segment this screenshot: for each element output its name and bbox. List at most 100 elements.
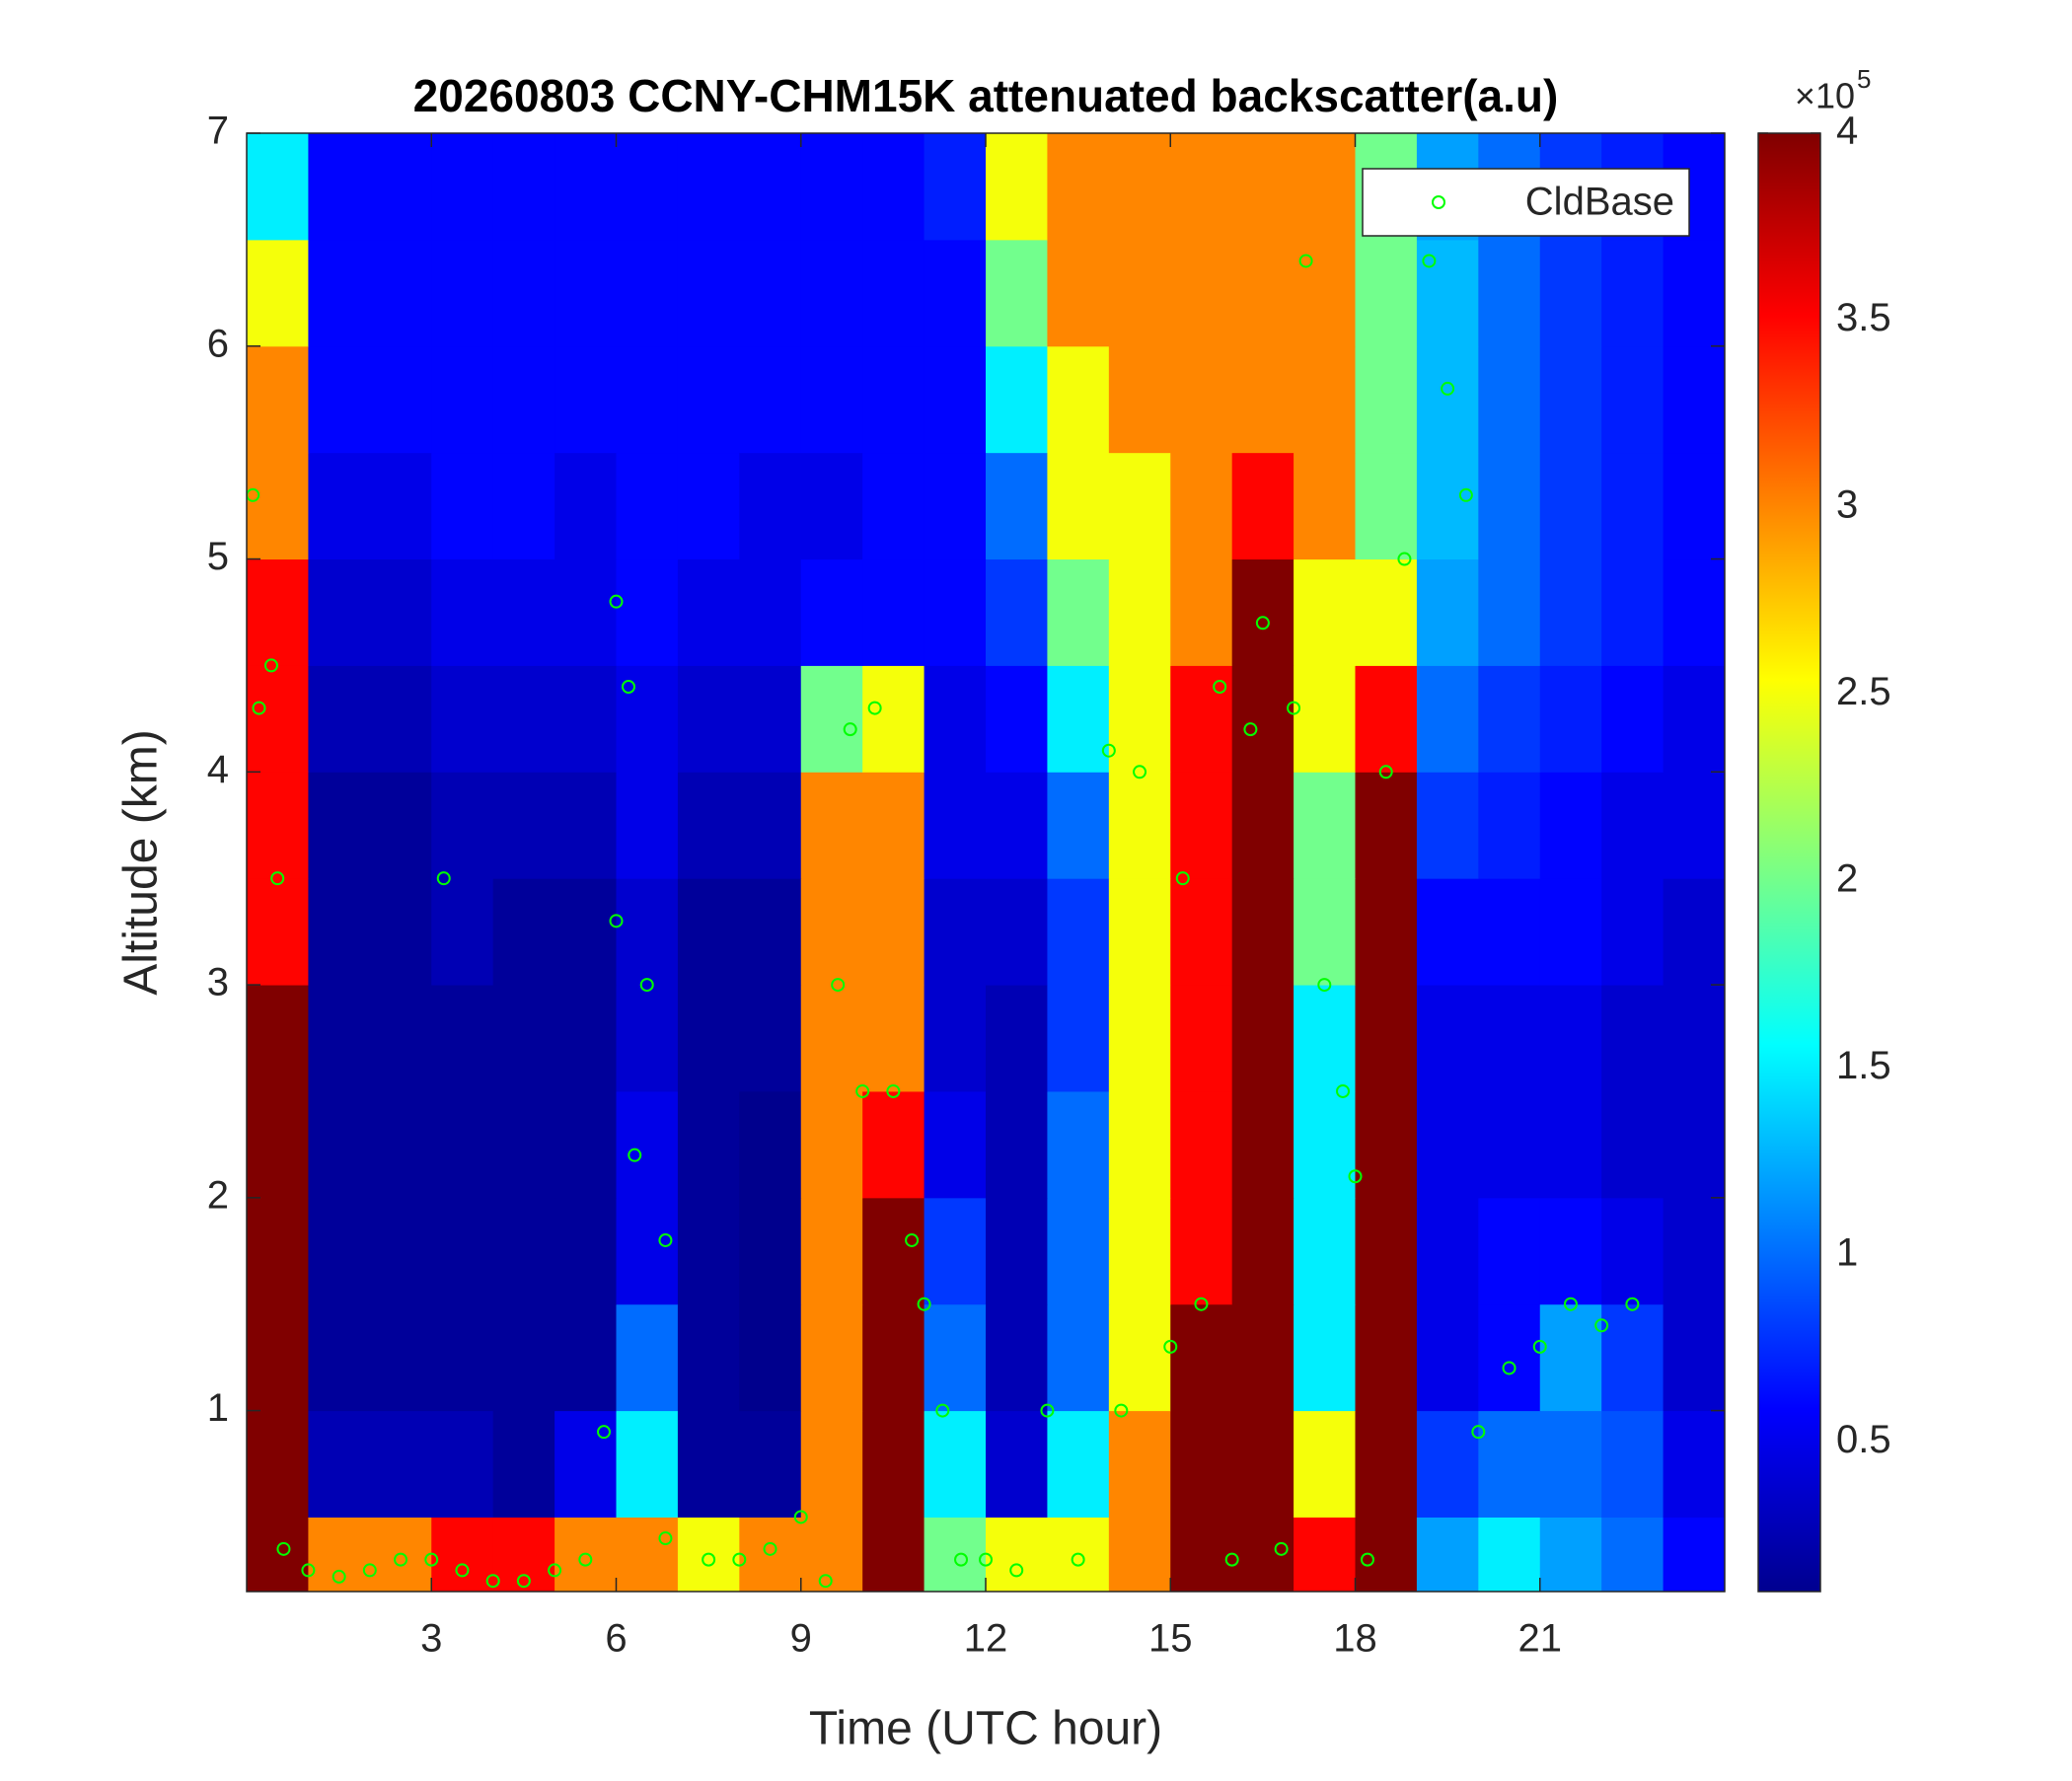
heatmap-cell bbox=[1663, 239, 1725, 347]
heatmap-cell bbox=[1170, 1197, 1233, 1305]
heatmap-cell bbox=[924, 452, 987, 560]
heatmap-cell bbox=[1478, 1303, 1541, 1412]
heatmap-cell bbox=[800, 452, 863, 560]
heatmap-cell bbox=[1108, 1197, 1171, 1305]
colorbar-multiplier: ×10 bbox=[1795, 76, 1855, 116]
heatmap-cell bbox=[1539, 1197, 1602, 1305]
heatmap-cell bbox=[1663, 345, 1725, 454]
heatmap-cell bbox=[308, 133, 371, 241]
x-tick-label: 9 bbox=[790, 1617, 812, 1661]
heatmap-cell bbox=[1601, 1197, 1665, 1305]
x-axis-label: Time (UTC hour) bbox=[809, 1703, 1162, 1755]
heatmap-cell bbox=[924, 239, 987, 347]
heatmap-cell bbox=[1231, 1090, 1295, 1199]
x-tick-label: 15 bbox=[1148, 1617, 1193, 1661]
cloud-base-point bbox=[793, 1510, 808, 1524]
heatmap-cell bbox=[1108, 345, 1171, 454]
cloud-base-point bbox=[1594, 1318, 1609, 1333]
heatmap-cell bbox=[1478, 452, 1541, 560]
heatmap-cell bbox=[308, 985, 371, 1092]
heatmap-cell bbox=[1601, 1303, 1665, 1412]
heatmap-cell bbox=[1047, 345, 1110, 454]
heatmap-cell bbox=[555, 1303, 617, 1412]
heatmap-cell bbox=[616, 1517, 679, 1592]
heatmap-cell bbox=[492, 1303, 555, 1412]
heatmap-cell bbox=[1170, 558, 1233, 666]
heatmap-cell bbox=[616, 1090, 679, 1199]
heatmap-cell bbox=[555, 345, 617, 454]
heatmap-cell bbox=[1663, 558, 1725, 666]
heatmap-cell bbox=[1601, 1517, 1665, 1592]
heatmap-cell bbox=[555, 133, 617, 241]
heatmap-cell bbox=[1478, 1197, 1541, 1305]
heatmap-cell bbox=[616, 1410, 679, 1518]
heatmap-cell bbox=[1416, 772, 1479, 879]
heatmap-cell bbox=[369, 878, 432, 986]
heatmap-cell bbox=[492, 1517, 555, 1592]
heatmap-cell bbox=[1170, 1410, 1233, 1518]
heatmap-cell bbox=[862, 239, 925, 347]
heatmap-cell bbox=[677, 1303, 740, 1412]
heatmap-cell bbox=[555, 878, 617, 986]
heatmap-cell bbox=[308, 239, 371, 347]
heatmap-cell bbox=[862, 1197, 925, 1305]
heatmap-cell bbox=[492, 1197, 555, 1305]
cloud-base-point bbox=[263, 658, 278, 673]
cloud-base-point bbox=[1397, 552, 1412, 566]
heatmap-cell bbox=[431, 1517, 494, 1592]
y-tick-label: 3 bbox=[207, 961, 229, 1004]
cloud-base-point bbox=[1317, 978, 1332, 993]
heatmap-cell bbox=[1355, 772, 1418, 879]
heatmap-cell bbox=[1170, 1517, 1233, 1592]
heatmap-cell bbox=[1170, 1303, 1233, 1412]
y-tick-label: 5 bbox=[207, 535, 229, 578]
heatmap-cell bbox=[1294, 985, 1356, 1092]
heatmap-cell bbox=[924, 665, 987, 773]
cloud-base-point bbox=[935, 1403, 950, 1418]
cloud-base-point bbox=[1502, 1361, 1517, 1375]
heatmap-cell bbox=[1047, 1303, 1110, 1412]
heatmap-cell bbox=[1294, 878, 1356, 986]
heatmap-cell bbox=[616, 133, 679, 241]
heatmap-cell bbox=[739, 878, 802, 986]
colorbar-tick-label: 1 bbox=[1836, 1230, 1858, 1274]
heatmap-cell bbox=[247, 558, 309, 666]
cloud-base-point bbox=[597, 1425, 612, 1440]
cloud-base-point bbox=[455, 1563, 470, 1578]
heatmap-cell bbox=[1355, 1303, 1418, 1412]
heatmap-cell bbox=[431, 133, 494, 241]
heatmap-cell bbox=[1294, 1197, 1356, 1305]
heatmap-cell bbox=[492, 345, 555, 454]
heatmap-cell bbox=[924, 1303, 987, 1412]
heatmap-cell bbox=[1108, 558, 1171, 666]
heatmap-cell bbox=[862, 345, 925, 454]
heatmap-cell bbox=[924, 772, 987, 879]
colorbar bbox=[1757, 132, 1821, 1593]
cloud-base-point bbox=[1243, 722, 1258, 737]
heatmap-cell bbox=[247, 1090, 309, 1199]
heatmap-cell bbox=[369, 452, 432, 560]
cloud-base-point bbox=[1114, 1403, 1129, 1418]
heatmap-cell bbox=[924, 133, 987, 241]
cloud-base-point bbox=[1133, 765, 1147, 779]
heatmap-cell bbox=[1047, 878, 1110, 986]
heatmap-cell bbox=[369, 558, 432, 666]
heatmap-cell bbox=[1539, 558, 1602, 666]
cloud-base-point bbox=[621, 679, 635, 694]
heatmap-cell bbox=[1108, 239, 1171, 347]
heatmap-cell bbox=[616, 1303, 679, 1412]
cloud-base-point bbox=[276, 1541, 291, 1556]
heatmap-cell bbox=[1231, 985, 1295, 1092]
heatmap-cell bbox=[1108, 1410, 1171, 1518]
heatmap-cell bbox=[1539, 878, 1602, 986]
cloud-base-point bbox=[424, 1552, 439, 1567]
cloud-base-point bbox=[1625, 1297, 1640, 1311]
cloud-base-point bbox=[1563, 1297, 1578, 1311]
heatmap-cell bbox=[739, 558, 802, 666]
cloud-base-point bbox=[1422, 254, 1437, 268]
heatmap-cell bbox=[986, 1517, 1048, 1592]
heatmap-cell bbox=[739, 452, 802, 560]
heatmap-cell bbox=[862, 772, 925, 879]
heatmap-cell bbox=[616, 772, 679, 879]
heatmap-cell bbox=[492, 772, 555, 879]
